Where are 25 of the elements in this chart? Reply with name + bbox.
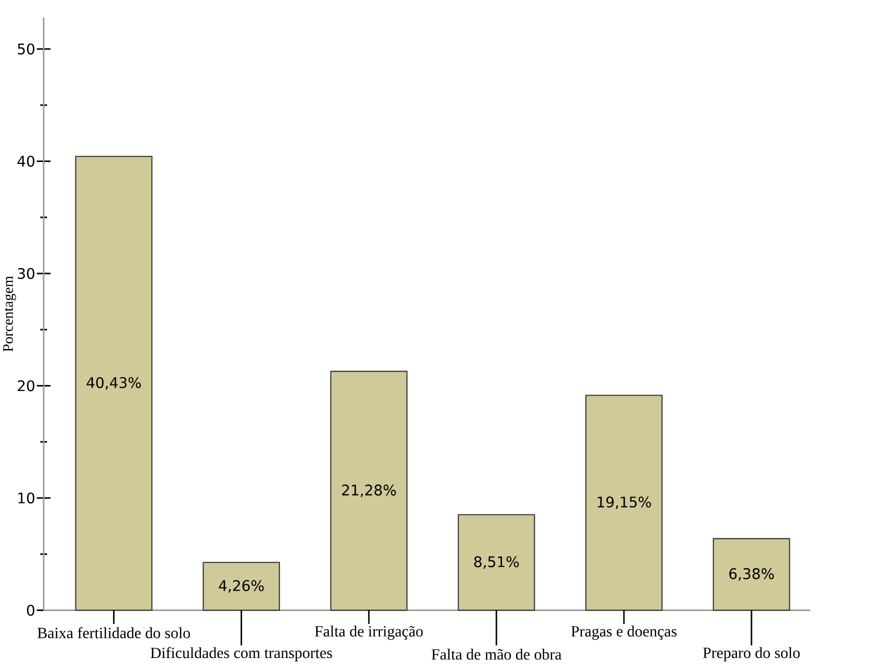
y-tick-label: 40 (17, 156, 34, 167)
data-label: 40,43% (86, 377, 141, 390)
bar (330, 370, 408, 611)
y-tick-label: 0 (27, 604, 34, 616)
data-label: 6,38% (729, 568, 774, 581)
data-label: 19,15% (598, 496, 651, 510)
x-tick-label: Baixa fertilidade do solo (38, 627, 190, 638)
data-label: 21,28% (342, 484, 396, 498)
x-tick-label: Falta de mão de obra (432, 648, 562, 660)
bar (585, 394, 663, 611)
y-tick-label: 50 (18, 44, 34, 55)
bar (75, 156, 152, 611)
bar (458, 514, 536, 611)
bar (712, 538, 790, 611)
y-axis-title: Porcentagem (3, 276, 16, 352)
bar (202, 562, 280, 611)
x-tick-label: Falta de irrigação (314, 626, 423, 640)
y-tick-label: 10 (18, 492, 34, 504)
data-label: 8,51% (474, 556, 519, 569)
x-tick-label: Pragas e doenças (571, 626, 677, 640)
y-tick-label: 20 (18, 380, 34, 392)
data-label: 4,26% (218, 580, 264, 593)
x-tick-label: Dificuldades com transportes (150, 647, 332, 662)
y-tick-label: 30 (18, 268, 34, 280)
x-tick-label: Preparo do solo (703, 647, 800, 662)
